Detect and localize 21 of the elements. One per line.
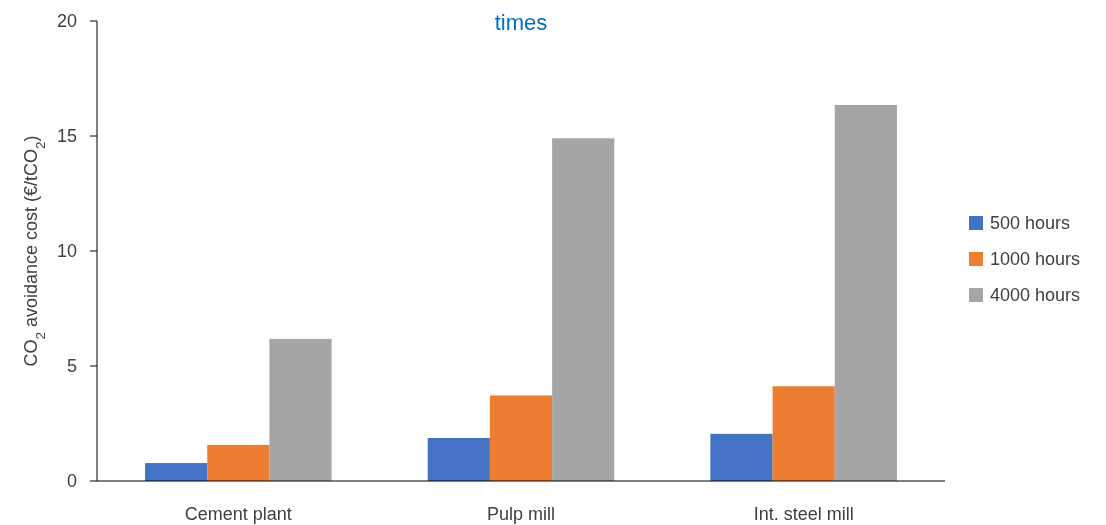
bar (207, 444, 270, 481)
y-tick-label: 5 (66, 356, 77, 377)
bar (834, 104, 897, 481)
x-tick-label: Cement plant (184, 504, 292, 524)
bar (552, 138, 615, 481)
x-tick-label: Pulp mill (486, 504, 556, 524)
bar (427, 437, 490, 481)
bar (489, 395, 553, 481)
y-tick-label: 0 (66, 471, 77, 492)
x-tick-label: Int. steel mill (753, 504, 854, 524)
legend-label: 500 hours (990, 213, 1071, 234)
bar (772, 386, 835, 481)
y-tick-label: 20 (56, 11, 77, 32)
bar (145, 463, 208, 481)
legend-label: 1000 hours (990, 249, 1081, 270)
bar (710, 433, 773, 481)
legend-label: 4000 hours (990, 285, 1081, 306)
y-tick-label: 10 (56, 241, 77, 262)
bar (269, 338, 332, 481)
y-tick-label: 15 (56, 126, 77, 147)
chart-title: times (494, 10, 548, 35)
